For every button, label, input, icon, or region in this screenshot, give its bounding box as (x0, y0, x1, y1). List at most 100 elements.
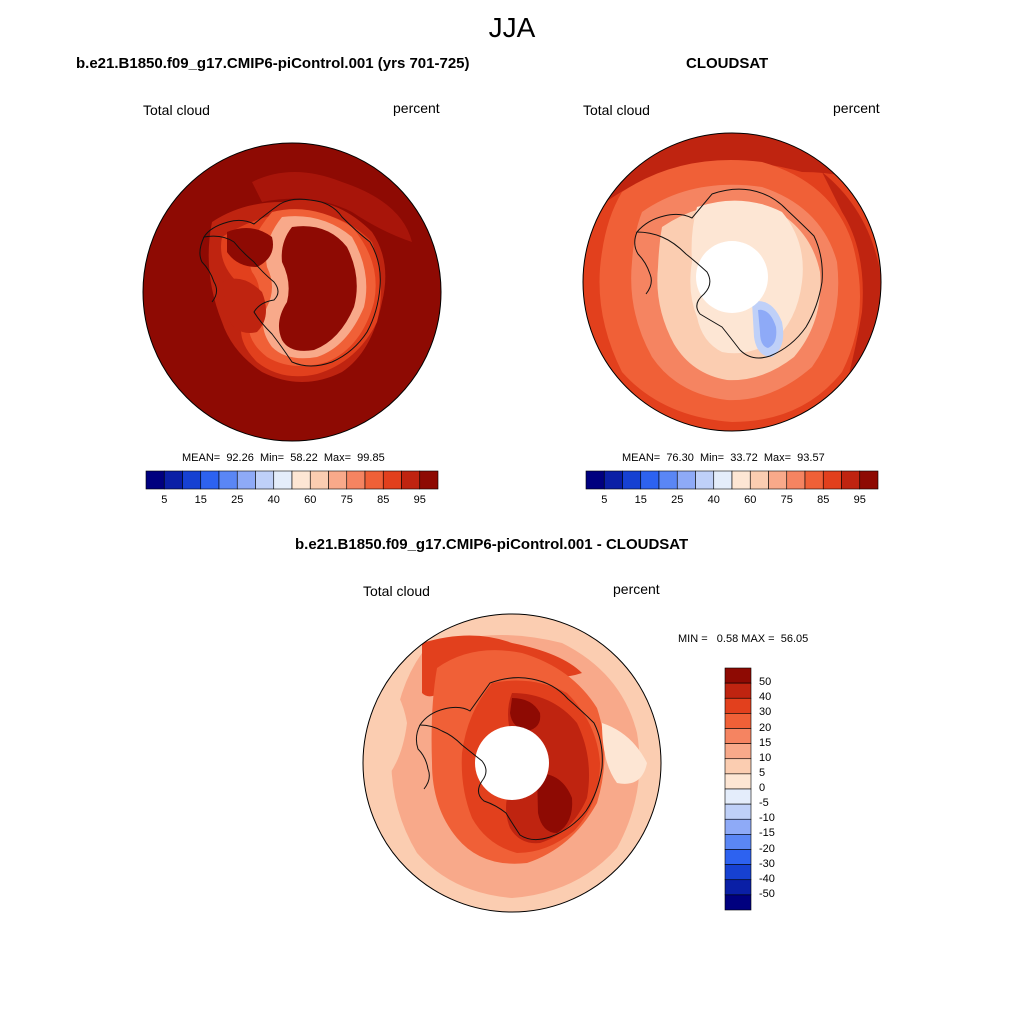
panel1-variable-label: Total cloud (143, 102, 210, 118)
panel1-colorbar-ticks: 5 15 25 40 60 75 85 95 (146, 494, 438, 508)
panel1-stats: MEAN= 92.26 Min= 58.22 Max= 99.85 (182, 452, 385, 464)
colorbar-box (676, 470, 696, 490)
colorbar-box (724, 713, 752, 729)
panel1-units-label: percent (393, 100, 440, 116)
panel2-variable-label: Total cloud (583, 102, 650, 118)
colorbar-tick-label: 85 (377, 494, 390, 506)
panel3-variable-label: Total cloud (363, 583, 430, 599)
colorbar-box (724, 834, 752, 850)
colorbar-box (255, 470, 275, 490)
colorbar-box (724, 743, 752, 760)
colorbar-tick-label: 20 (759, 721, 772, 734)
colorbar-box (731, 470, 751, 490)
colorbar-box (724, 667, 752, 684)
colorbar-box (291, 470, 311, 490)
colorbar-box (724, 849, 752, 865)
colorbar-box (346, 470, 366, 490)
colorbar-tick-label: -5 (759, 797, 769, 810)
colorbar-box (724, 879, 752, 896)
colorbar-tick-label: 60 (304, 494, 317, 506)
colorbar-tick-label: 5 (601, 494, 608, 506)
colorbar-box (328, 470, 348, 490)
panel2-polar-map (582, 132, 882, 432)
colorbar-box (182, 470, 202, 490)
colorbar-box (695, 470, 715, 490)
colorbar-box (841, 470, 861, 490)
colorbar-box (724, 803, 752, 820)
colorbar-tick-label: 25 (671, 494, 684, 506)
panel2-colorbar (585, 470, 879, 490)
colorbar-box (603, 470, 623, 490)
colorbar-box (724, 758, 752, 775)
panel1-polar-map (142, 142, 442, 442)
colorbar-tick-label: 5 (161, 494, 168, 506)
colorbar-box (804, 470, 824, 490)
colorbar-tick-label: -20 (759, 842, 775, 855)
colorbar-box (724, 728, 752, 744)
colorbar-box (163, 470, 183, 490)
panel2-title: CLOUDSAT (686, 55, 769, 72)
colorbar-tick-label: 10 (759, 751, 772, 764)
colorbar-box (859, 470, 879, 490)
colorbar-tick-label: -30 (759, 857, 775, 870)
panel1-colorbar (145, 470, 439, 490)
colorbar-box (309, 470, 329, 490)
colorbar-tick-label: 40 (707, 494, 720, 506)
colorbar-box (622, 470, 642, 490)
panel3-polar-map (362, 613, 662, 913)
panel3-title: b.e21.B1850.f09_g17.CMIP6-piControl.001 … (295, 536, 689, 553)
panel1-title: b.e21.B1850.f09_g17.CMIP6-piControl.001 … (76, 55, 470, 72)
colorbar-box (786, 470, 806, 490)
season-title: JJA (488, 12, 536, 43)
colorbar-tick-label: 15 (194, 494, 207, 506)
colorbar-tick-label: 85 (817, 494, 830, 506)
colorbar-tick-label: 5 (759, 766, 766, 779)
colorbar-tick-label: 40 (267, 494, 280, 506)
colorbar-box (724, 697, 752, 714)
panel3-stats: MIN = 0.58 MAX = 56.05 (678, 633, 809, 645)
colorbar-box (640, 470, 660, 490)
colorbar-box (401, 470, 421, 490)
colorbar-tick-label: 75 (780, 494, 793, 506)
colorbar-box (145, 470, 165, 490)
colorbar-tick-label: 30 (759, 706, 772, 719)
colorbar-tick-label: 40 (759, 691, 772, 704)
colorbar-tick-label: -40 (759, 872, 775, 885)
colorbar-tick-label: -50 (759, 887, 775, 900)
colorbar-box (218, 470, 238, 490)
panel3-colorbar-ticks: 50 40 30 20 15 10 5 0 -5 -10 -15 -20 -30 -40 -50 (757, 668, 797, 910)
colorbar-box (382, 470, 402, 490)
colorbar-box (768, 470, 788, 490)
colorbar-tick-label: 25 (231, 494, 244, 506)
colorbar-tick-label: 95 (413, 494, 426, 506)
colorbar-box (713, 470, 733, 490)
panel2-colorbar-ticks: 5 15 25 40 60 75 85 95 (586, 494, 878, 508)
colorbar-box (236, 470, 256, 490)
panel3-colorbar (724, 667, 752, 911)
colorbar-tick-label: 15 (759, 736, 772, 749)
colorbar-tick-label: 15 (634, 494, 647, 506)
colorbar-box (658, 470, 678, 490)
colorbar-tick-label: 0 (759, 782, 766, 794)
colorbar-box (364, 470, 384, 490)
colorbar-tick-label: -15 (759, 827, 775, 840)
colorbar-box (724, 818, 752, 835)
colorbar-box (724, 894, 752, 911)
colorbar-box (419, 470, 439, 490)
colorbar-tick-label: 60 (744, 494, 757, 506)
colorbar-tick-label: 95 (853, 494, 866, 506)
colorbar-box (724, 788, 752, 805)
panel2-units-label: percent (833, 100, 880, 116)
colorbar-box (273, 470, 293, 490)
colorbar-box (200, 470, 220, 490)
colorbar-tick-label: 50 (759, 676, 772, 689)
panel2-stats: MEAN= 76.30 Min= 33.72 Max= 93.57 (622, 452, 825, 464)
colorbar-box (724, 773, 752, 790)
colorbar-tick-label: -10 (759, 812, 775, 825)
colorbar-box (749, 470, 769, 490)
panel3-units-label: percent (613, 581, 660, 597)
colorbar-box (724, 864, 752, 881)
colorbar-tick-label: 75 (340, 494, 353, 506)
colorbar-box (724, 682, 752, 699)
colorbar-box (585, 470, 605, 490)
